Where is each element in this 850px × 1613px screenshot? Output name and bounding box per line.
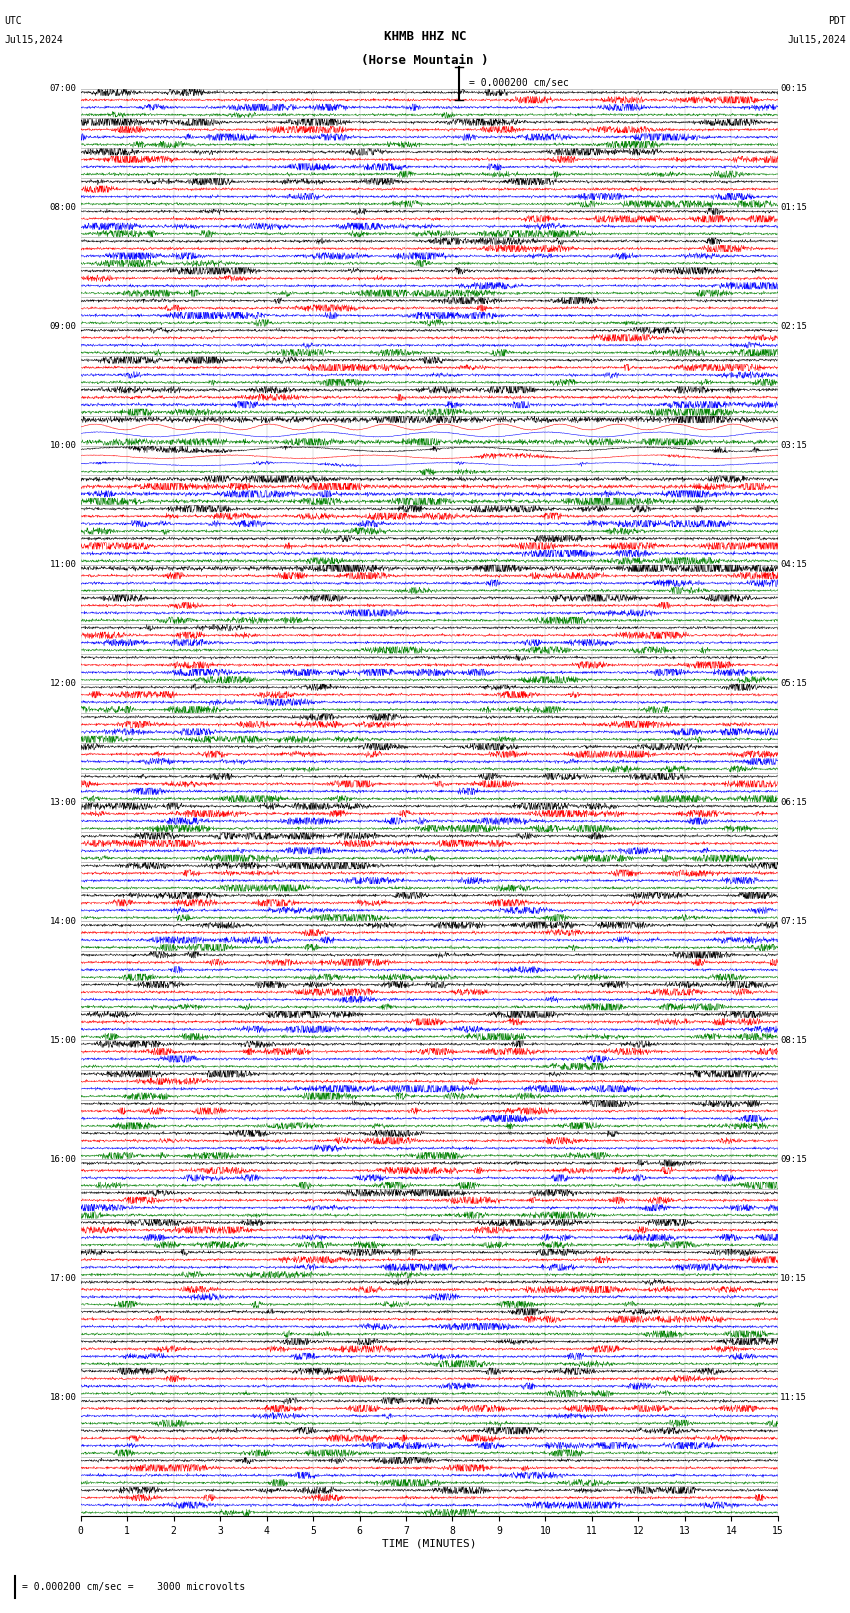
Text: (Horse Mountain ): (Horse Mountain ) xyxy=(361,55,489,68)
Text: 12:00: 12:00 xyxy=(49,679,76,689)
Text: 09:15: 09:15 xyxy=(780,1155,808,1165)
Text: = 0.000200 cm/sec: = 0.000200 cm/sec xyxy=(469,79,570,89)
Text: 18:00: 18:00 xyxy=(49,1392,76,1402)
X-axis label: TIME (MINUTES): TIME (MINUTES) xyxy=(382,1539,477,1548)
Text: 10:00: 10:00 xyxy=(49,440,76,450)
Text: 03:15: 03:15 xyxy=(780,440,808,450)
Text: 06:15: 06:15 xyxy=(780,798,808,806)
Text: KHMB HHZ NC: KHMB HHZ NC xyxy=(383,31,467,44)
Text: 10:15: 10:15 xyxy=(780,1274,808,1282)
Text: 11:15: 11:15 xyxy=(780,1392,808,1402)
Text: 00:15: 00:15 xyxy=(780,84,808,94)
Text: 16:00: 16:00 xyxy=(49,1155,76,1165)
Text: Jul15,2024: Jul15,2024 xyxy=(787,35,846,45)
Text: 13:00: 13:00 xyxy=(49,798,76,806)
Text: 05:15: 05:15 xyxy=(780,679,808,689)
Text: 15:00: 15:00 xyxy=(49,1036,76,1045)
Text: 07:00: 07:00 xyxy=(49,84,76,94)
Text: 07:15: 07:15 xyxy=(780,916,808,926)
Text: 02:15: 02:15 xyxy=(780,323,808,331)
Text: = 0.000200 cm/sec =    3000 microvolts: = 0.000200 cm/sec = 3000 microvolts xyxy=(22,1582,246,1592)
Text: 17:00: 17:00 xyxy=(49,1274,76,1282)
Text: 08:00: 08:00 xyxy=(49,203,76,213)
Text: PDT: PDT xyxy=(828,16,846,26)
Text: 01:15: 01:15 xyxy=(780,203,808,213)
Text: Jul15,2024: Jul15,2024 xyxy=(4,35,63,45)
Text: 08:15: 08:15 xyxy=(780,1036,808,1045)
Text: UTC: UTC xyxy=(4,16,22,26)
Text: 04:15: 04:15 xyxy=(780,560,808,569)
Text: 14:00: 14:00 xyxy=(49,916,76,926)
Text: 09:00: 09:00 xyxy=(49,323,76,331)
Text: 11:00: 11:00 xyxy=(49,560,76,569)
